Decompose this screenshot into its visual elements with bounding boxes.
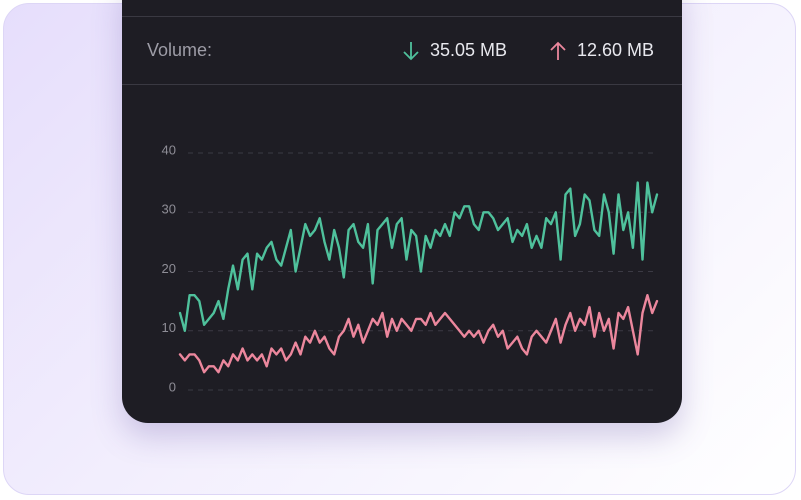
y-tick-label: 30 (162, 202, 176, 217)
y-tick-label: 0 (169, 379, 176, 394)
down-arrow-icon (403, 42, 419, 61)
chart: 0 10 20 30 40 (162, 142, 659, 394)
series-line (178, 181, 659, 332)
volume-label: Volume: (147, 40, 213, 60)
y-tick-label: 10 (162, 320, 176, 335)
up-arrow-icon (550, 41, 566, 60)
y-tick-label: 40 (162, 142, 176, 157)
download-volume: 35.05 MB (430, 40, 508, 60)
series-line (178, 294, 659, 374)
volume-card: Volume: 35.05 MB 12.60 MB 0 10 20 30 40 (122, 0, 682, 423)
upload-volume: 12.60 MB (577, 40, 655, 60)
separator (122, 16, 682, 17)
y-tick-label: 20 (162, 261, 176, 276)
separator (122, 84, 682, 85)
